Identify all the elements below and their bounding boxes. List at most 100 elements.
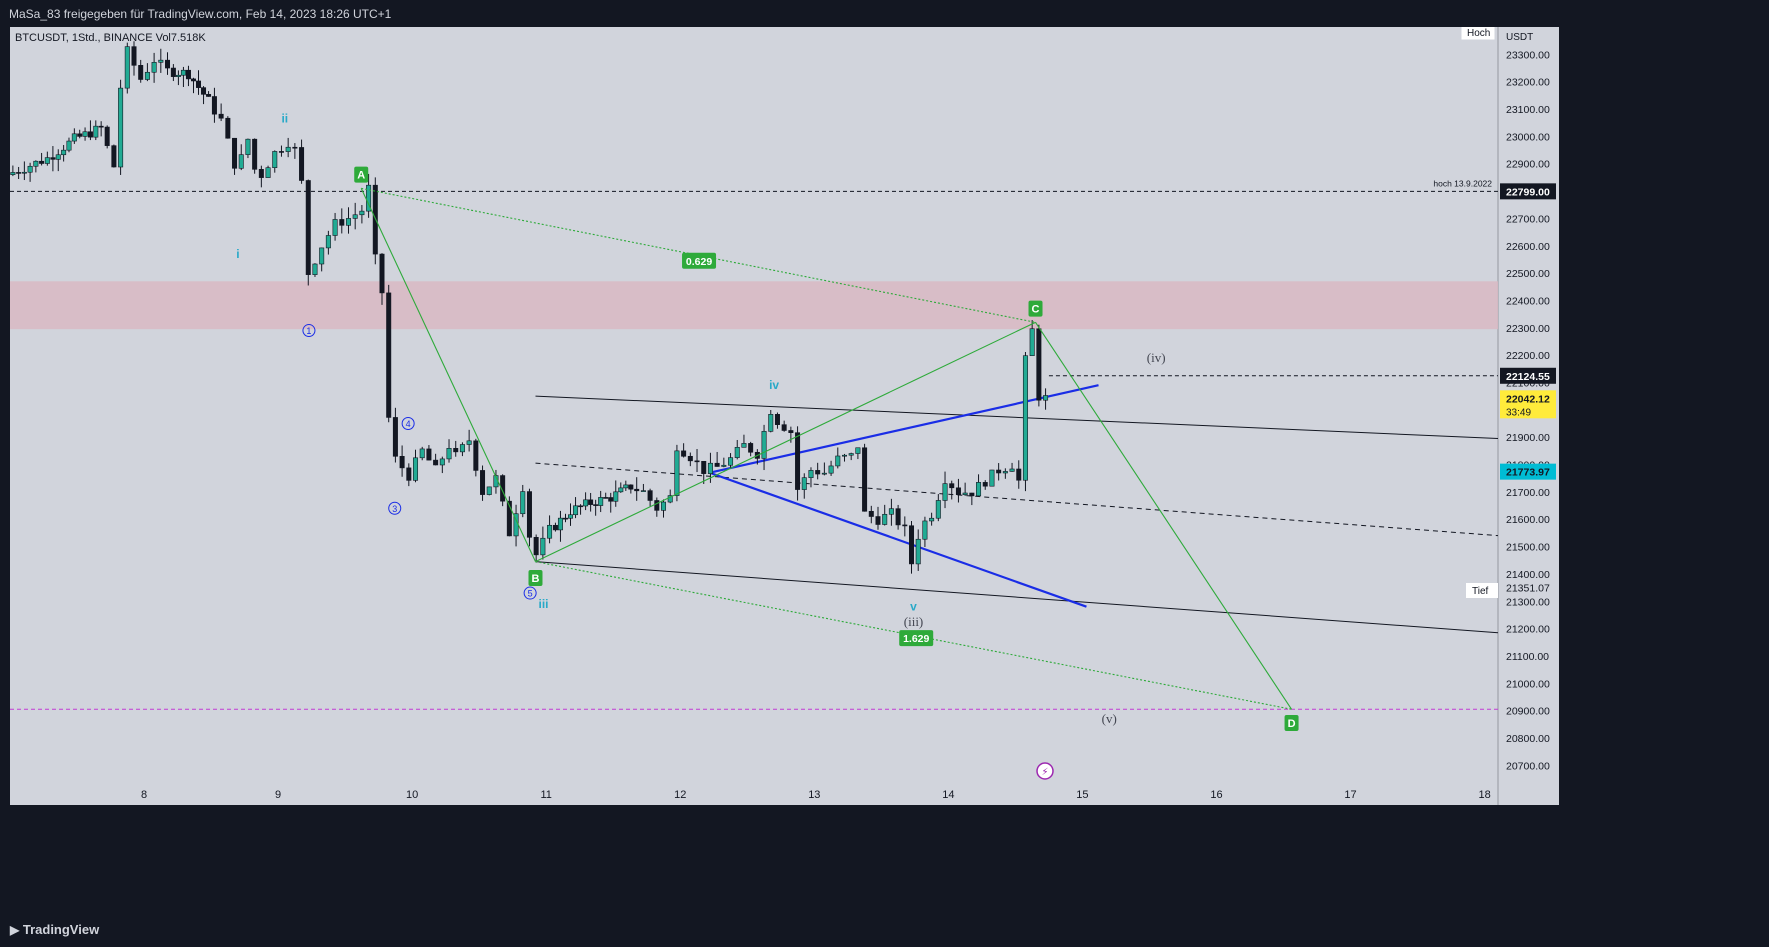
currency-label: USDT	[1506, 32, 1533, 43]
candle-bear	[185, 69, 191, 80]
candle-bull	[741, 443, 747, 448]
abcd-point-label: C	[1028, 300, 1043, 317]
candle-bear	[131, 46, 137, 66]
candle-bull	[929, 517, 935, 522]
alert-icon[interactable]: ⚡	[1036, 762, 1054, 780]
candle-bull	[734, 447, 740, 458]
candle-bull	[359, 210, 365, 216]
candle-bull	[547, 524, 553, 539]
candle-bull	[66, 140, 72, 151]
plot-area[interactable]	[10, 27, 1498, 779]
candle-bull	[989, 469, 995, 487]
fib-ratio-label: 0.629	[682, 252, 717, 269]
y-tick-label: 23200.00	[1506, 77, 1550, 89]
y-tick-label: 21600.00	[1506, 514, 1550, 526]
abcd-ratio-ac	[361, 187, 1036, 323]
x-tick-label: 18	[1478, 789, 1490, 801]
candle-bull	[976, 482, 982, 497]
candle-bull	[623, 484, 629, 489]
hoch-label: Hoch	[1460, 27, 1496, 41]
symbol-legend: BTCUSDT, 1Std., BINANCE Vol7.518K	[15, 32, 206, 44]
candle-bear	[588, 499, 594, 505]
candle-bear	[875, 516, 881, 525]
candle-bear	[77, 133, 83, 137]
wave-circle-marker	[401, 417, 415, 431]
wedge-trendline	[709, 471, 1087, 608]
abcd-point-label: A	[354, 166, 369, 183]
candle-bull	[180, 69, 186, 76]
candle-bear	[694, 460, 700, 463]
abcd-badge	[1028, 300, 1043, 317]
wave-circle-marker	[388, 501, 402, 515]
candle-bear	[453, 448, 459, 453]
candle-bull	[151, 62, 157, 73]
svg-text:⚡: ⚡	[1041, 767, 1048, 778]
ratio-badge-text: 0.629	[686, 256, 712, 268]
candle-bear	[218, 113, 224, 119]
x-tick-label: 13	[808, 789, 820, 801]
candle-bear	[949, 483, 955, 489]
candle-bear	[426, 448, 432, 461]
candle-bull	[728, 457, 734, 466]
candle-bull	[598, 497, 604, 506]
x-tick-label: 12	[674, 789, 686, 801]
candle-bull	[888, 508, 894, 515]
candle-bear	[774, 414, 780, 425]
candle-bull	[661, 501, 667, 511]
candle-bull	[238, 154, 244, 169]
candle-bull	[855, 447, 861, 454]
candle-bull	[882, 513, 888, 525]
abcd-leg-cd	[1035, 322, 1293, 710]
y-tick-label: 22200.00	[1506, 350, 1550, 362]
chart-title-bar: MaSa_83 freigegeben für TradingView.com,…	[0, 0, 1769, 27]
candle-bear	[603, 497, 609, 499]
candle-bull	[707, 462, 713, 474]
candle-bull	[573, 505, 579, 516]
candle-bull	[915, 538, 921, 565]
candle-bull	[848, 453, 854, 456]
y-tick-label: 23100.00	[1506, 104, 1550, 116]
candle-bear	[909, 525, 915, 565]
candle-bull	[1029, 328, 1035, 357]
candle-bull	[1002, 471, 1008, 474]
candle-bull	[272, 151, 278, 169]
candle-bear	[578, 505, 584, 508]
x-tick-label: 11	[541, 789, 552, 801]
x-tick-label: 9	[275, 789, 281, 801]
ratio-badge-text: 1.629	[903, 633, 929, 645]
y-tick-label: 20900.00	[1506, 706, 1550, 718]
candle-bear	[868, 510, 874, 517]
wave-label: iv	[769, 378, 779, 392]
candle-bear	[50, 157, 56, 160]
candle-bear	[1016, 468, 1022, 481]
candle-bull	[118, 87, 124, 168]
candle-bull	[312, 263, 318, 275]
wave-circle-text: 4	[406, 419, 411, 429]
tradingview-logo: ▶ TradingView	[10, 922, 99, 937]
candle-bear	[681, 450, 687, 457]
candle-bear	[206, 94, 212, 97]
y-tick-label: 22700.00	[1506, 213, 1550, 225]
candle-bear	[111, 145, 117, 168]
fib-ratio-label: 1.629	[899, 630, 934, 647]
candle-bull	[332, 219, 338, 236]
abcd-badge	[1284, 714, 1299, 731]
candle-bull	[158, 59, 164, 63]
time-axis[interactable]	[10, 779, 1559, 805]
axis-price-tag: 21351.07	[1500, 579, 1556, 596]
abcd-badge-text: B	[532, 573, 540, 585]
candle-bull	[821, 472, 827, 475]
candle-bull	[721, 464, 727, 467]
candle-bull	[27, 165, 33, 173]
candle-bear	[533, 537, 539, 556]
y-tick-label: 21000.00	[1506, 678, 1550, 690]
y-tick-label: 22300.00	[1506, 323, 1550, 335]
hoch-label-text: Hoch	[1467, 28, 1490, 39]
candle-bear	[714, 462, 720, 467]
tradingview-mark-icon: ▶	[10, 923, 20, 937]
candle-bear	[473, 440, 479, 471]
candle-bull	[674, 450, 680, 496]
candle-bull	[640, 490, 646, 492]
candle-bear	[996, 469, 1002, 474]
